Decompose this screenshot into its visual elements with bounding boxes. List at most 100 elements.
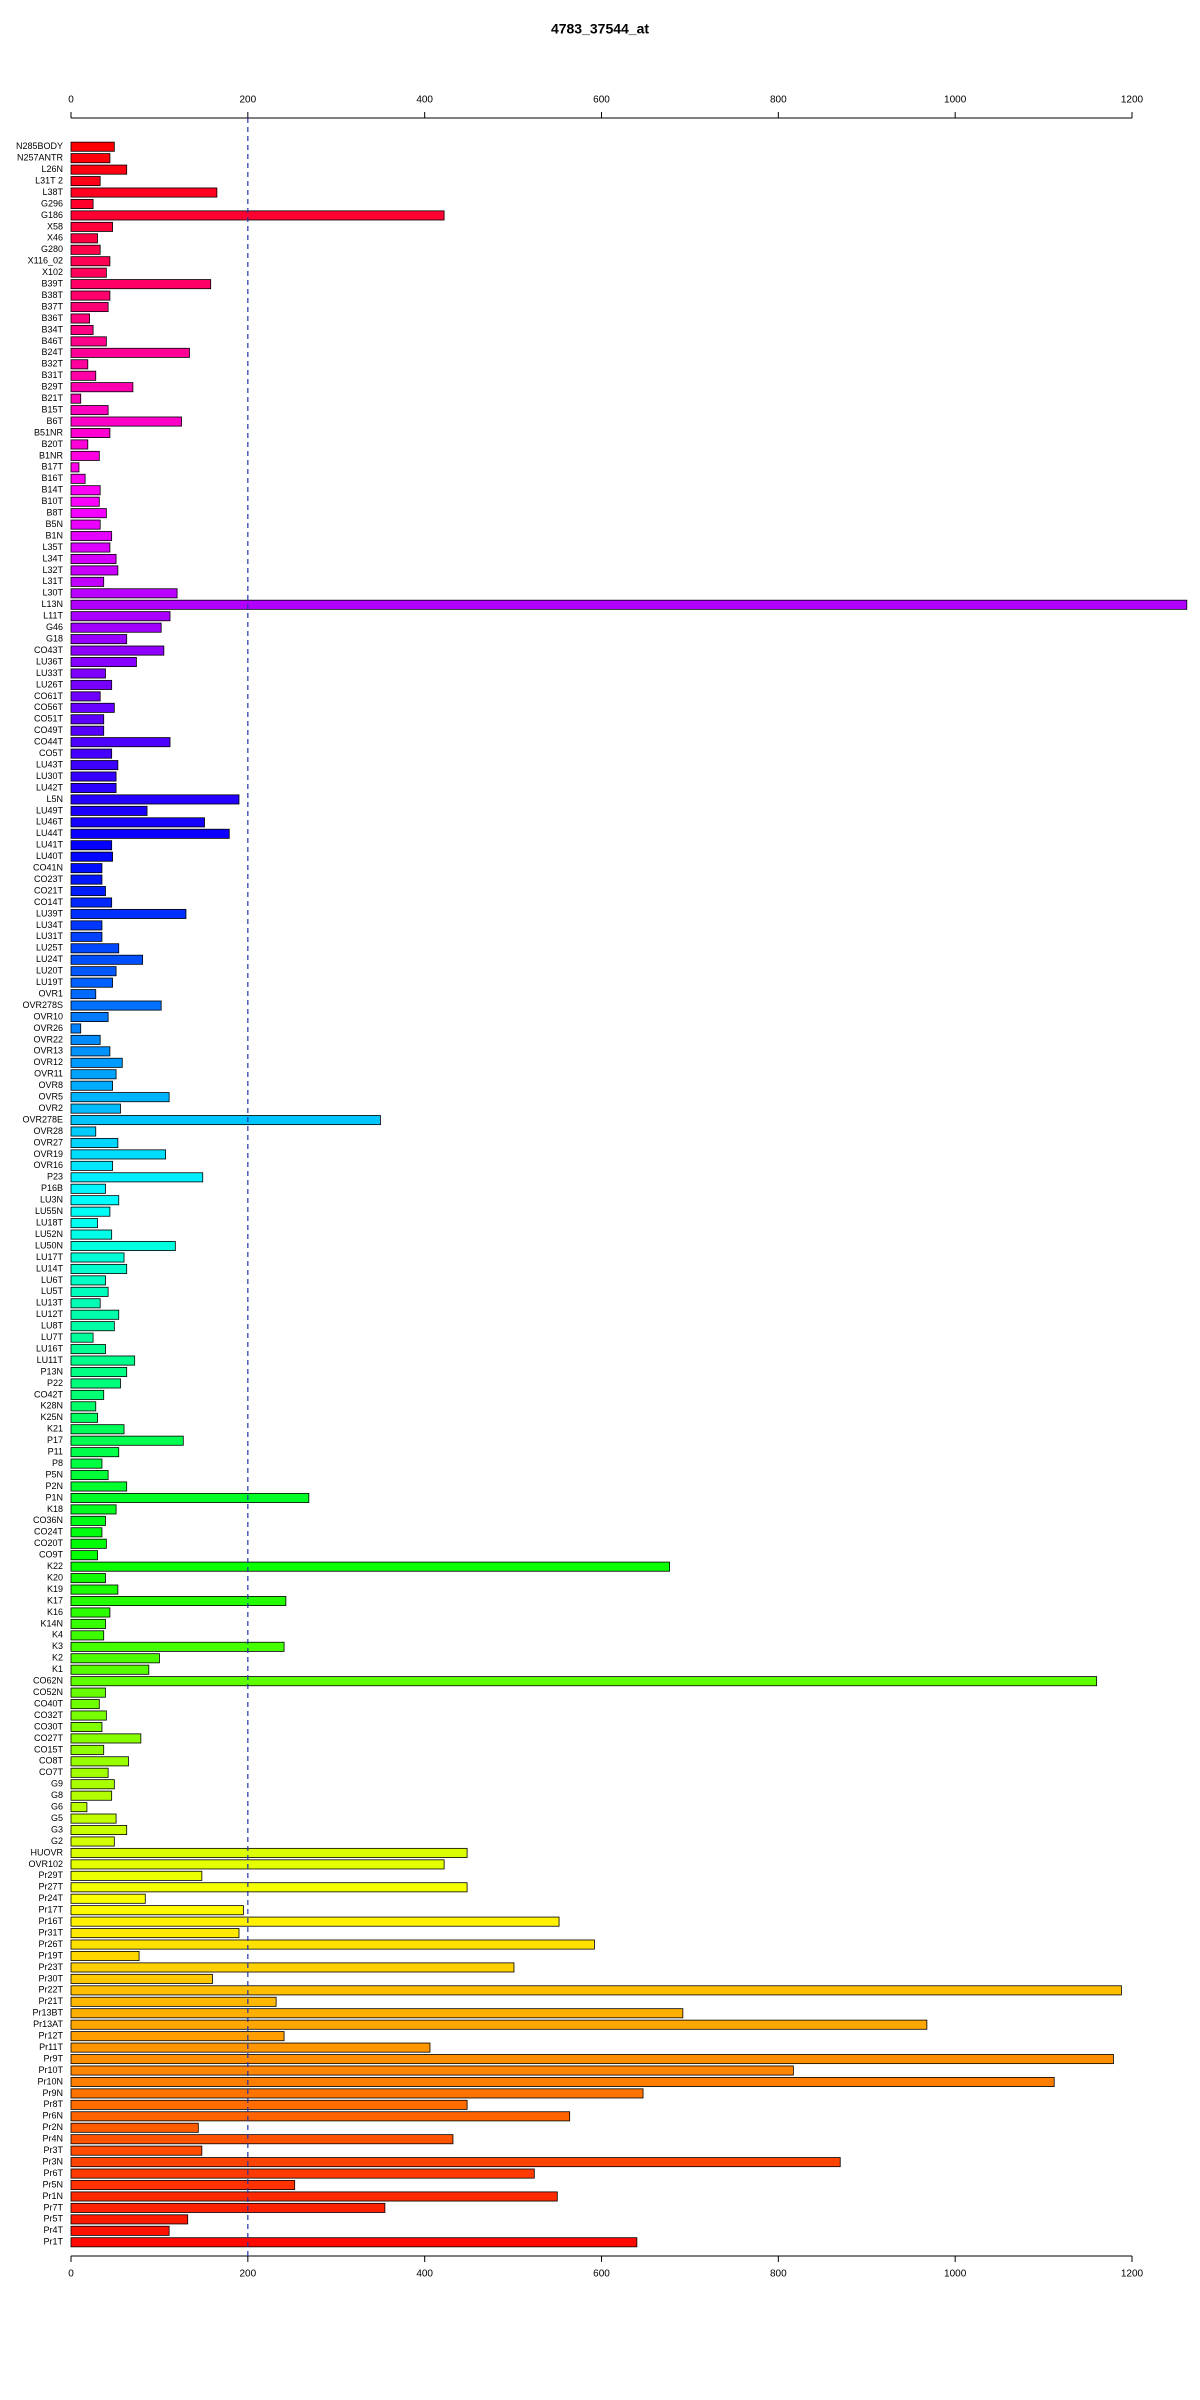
y-tick-label: P17 <box>47 1435 63 1445</box>
y-tick-label: P11 <box>48 1447 63 1457</box>
y-tick-label: Pr22T <box>38 1985 63 1995</box>
y-tick-label: CO20T <box>34 1538 64 1548</box>
y-tick-label: G296 <box>41 198 63 208</box>
bar <box>70 1206 111 1217</box>
y-tick-label: Pr6T <box>43 2168 63 2178</box>
bar <box>70 1046 111 1057</box>
bar <box>70 290 111 301</box>
x-tick-label: 1000 <box>944 2269 967 2280</box>
bar <box>70 141 115 152</box>
y-tick-label: Pr3N <box>42 2156 63 2166</box>
y-tick-label: G46 <box>46 622 63 632</box>
y-tick-label: B16T <box>41 473 63 483</box>
bar <box>70 1630 105 1641</box>
y-tick-label: L26N <box>41 164 63 174</box>
y-tick-label: K28N <box>40 1401 63 1411</box>
bar <box>70 1332 94 1343</box>
y-tick-label: B14T <box>41 485 63 495</box>
bar <box>70 1447 120 1458</box>
bar <box>70 405 109 416</box>
y-tick-label: Pr5T <box>43 2214 63 2224</box>
bar <box>70 1721 103 1732</box>
y-tick-label: LU36T <box>36 656 64 666</box>
bar <box>70 668 106 679</box>
y-tick-label: LU26T <box>36 679 64 689</box>
y-tick-label: L11T <box>43 611 63 621</box>
bar <box>70 954 144 965</box>
x-tick-label: 1000 <box>944 95 967 106</box>
y-tick-label: CO23T <box>34 874 64 884</box>
bar <box>70 1916 560 1927</box>
bar <box>70 611 171 622</box>
bar <box>70 1034 101 1045</box>
bar <box>70 2157 841 2168</box>
bar <box>70 1584 119 1595</box>
y-tick-label: CO42T <box>34 1389 64 1399</box>
bar <box>70 817 205 828</box>
y-tick-label: CO32T <box>34 1710 64 1720</box>
bar <box>70 176 101 187</box>
y-tick-label: B1N <box>45 530 63 540</box>
y-tick-label: P23 <box>47 1172 63 1182</box>
y-tick-label: OVR2 <box>38 1103 63 1113</box>
y-tick-label: CO21T <box>34 885 64 895</box>
chart-title: 4783_37544_at <box>551 21 649 37</box>
y-tick-label: CO44T <box>34 737 64 747</box>
y-tick-label: Pr13AT <box>33 2019 63 2029</box>
y-tick-label: G8 <box>51 1790 63 1800</box>
y-tick-label: OVR8 <box>38 1080 63 1090</box>
y-tick-label: CO40T <box>34 1698 64 1708</box>
y-tick-label: B5N <box>45 519 63 529</box>
y-tick-label: LU39T <box>36 908 64 918</box>
y-tick-label: Pr26T <box>38 1939 63 1949</box>
y-tick-label: X116_02 <box>28 256 63 266</box>
bar <box>70 347 190 358</box>
bar <box>70 2122 199 2133</box>
bar <box>70 267 107 278</box>
bar <box>70 1137 119 1148</box>
bar <box>70 199 94 209</box>
bar <box>70 2237 638 2248</box>
y-tick-label: B17T <box>41 462 63 472</box>
bar <box>70 382 134 393</box>
bar <box>70 2191 558 2202</box>
bar <box>70 737 171 748</box>
y-tick-label: LU13T <box>36 1298 64 1308</box>
bar <box>70 164 128 175</box>
bar <box>70 244 101 255</box>
y-tick-label: LU24T <box>36 954 64 964</box>
bar <box>70 771 117 782</box>
y-tick-label: Pr1T <box>43 2237 63 2247</box>
bar <box>70 794 240 805</box>
y-tick-label: L38T <box>42 187 63 197</box>
bar <box>70 1607 111 1618</box>
y-tick-label: P8 <box>52 1458 63 1468</box>
bar <box>70 840 113 851</box>
y-tick-label: B32T <box>41 359 63 369</box>
bar <box>70 1504 117 1515</box>
y-tick-label: L31T 2 <box>35 175 63 185</box>
y-tick-label: OVR12 <box>33 1057 63 1067</box>
y-tick-label: CO7T <box>39 1767 64 1777</box>
bar <box>70 1195 120 1206</box>
y-tick-label: LU46T <box>36 817 64 827</box>
y-tick-label: CO41N <box>33 863 63 873</box>
x-tick-label: 1200 <box>1121 95 1144 106</box>
y-tick-label: K3 <box>52 1641 63 1651</box>
y-tick-label: G280 <box>41 244 63 254</box>
y-tick-label: LU16T <box>36 1343 64 1353</box>
bar <box>70 1012 109 1022</box>
y-tick-label: X46 <box>47 233 63 243</box>
y-tick-label: CO61T <box>34 691 64 701</box>
bar <box>70 313 90 324</box>
bar <box>70 1149 167 1160</box>
bar <box>70 2111 571 2122</box>
y-tick-label: X58 <box>47 221 63 231</box>
y-tick-label: LU55N <box>35 1206 63 1216</box>
y-tick-label: B31T <box>41 370 63 380</box>
bar <box>70 599 1188 610</box>
bar <box>70 1641 285 1652</box>
bar <box>70 2042 431 2053</box>
bar <box>70 324 94 335</box>
bar <box>70 1893 146 1904</box>
